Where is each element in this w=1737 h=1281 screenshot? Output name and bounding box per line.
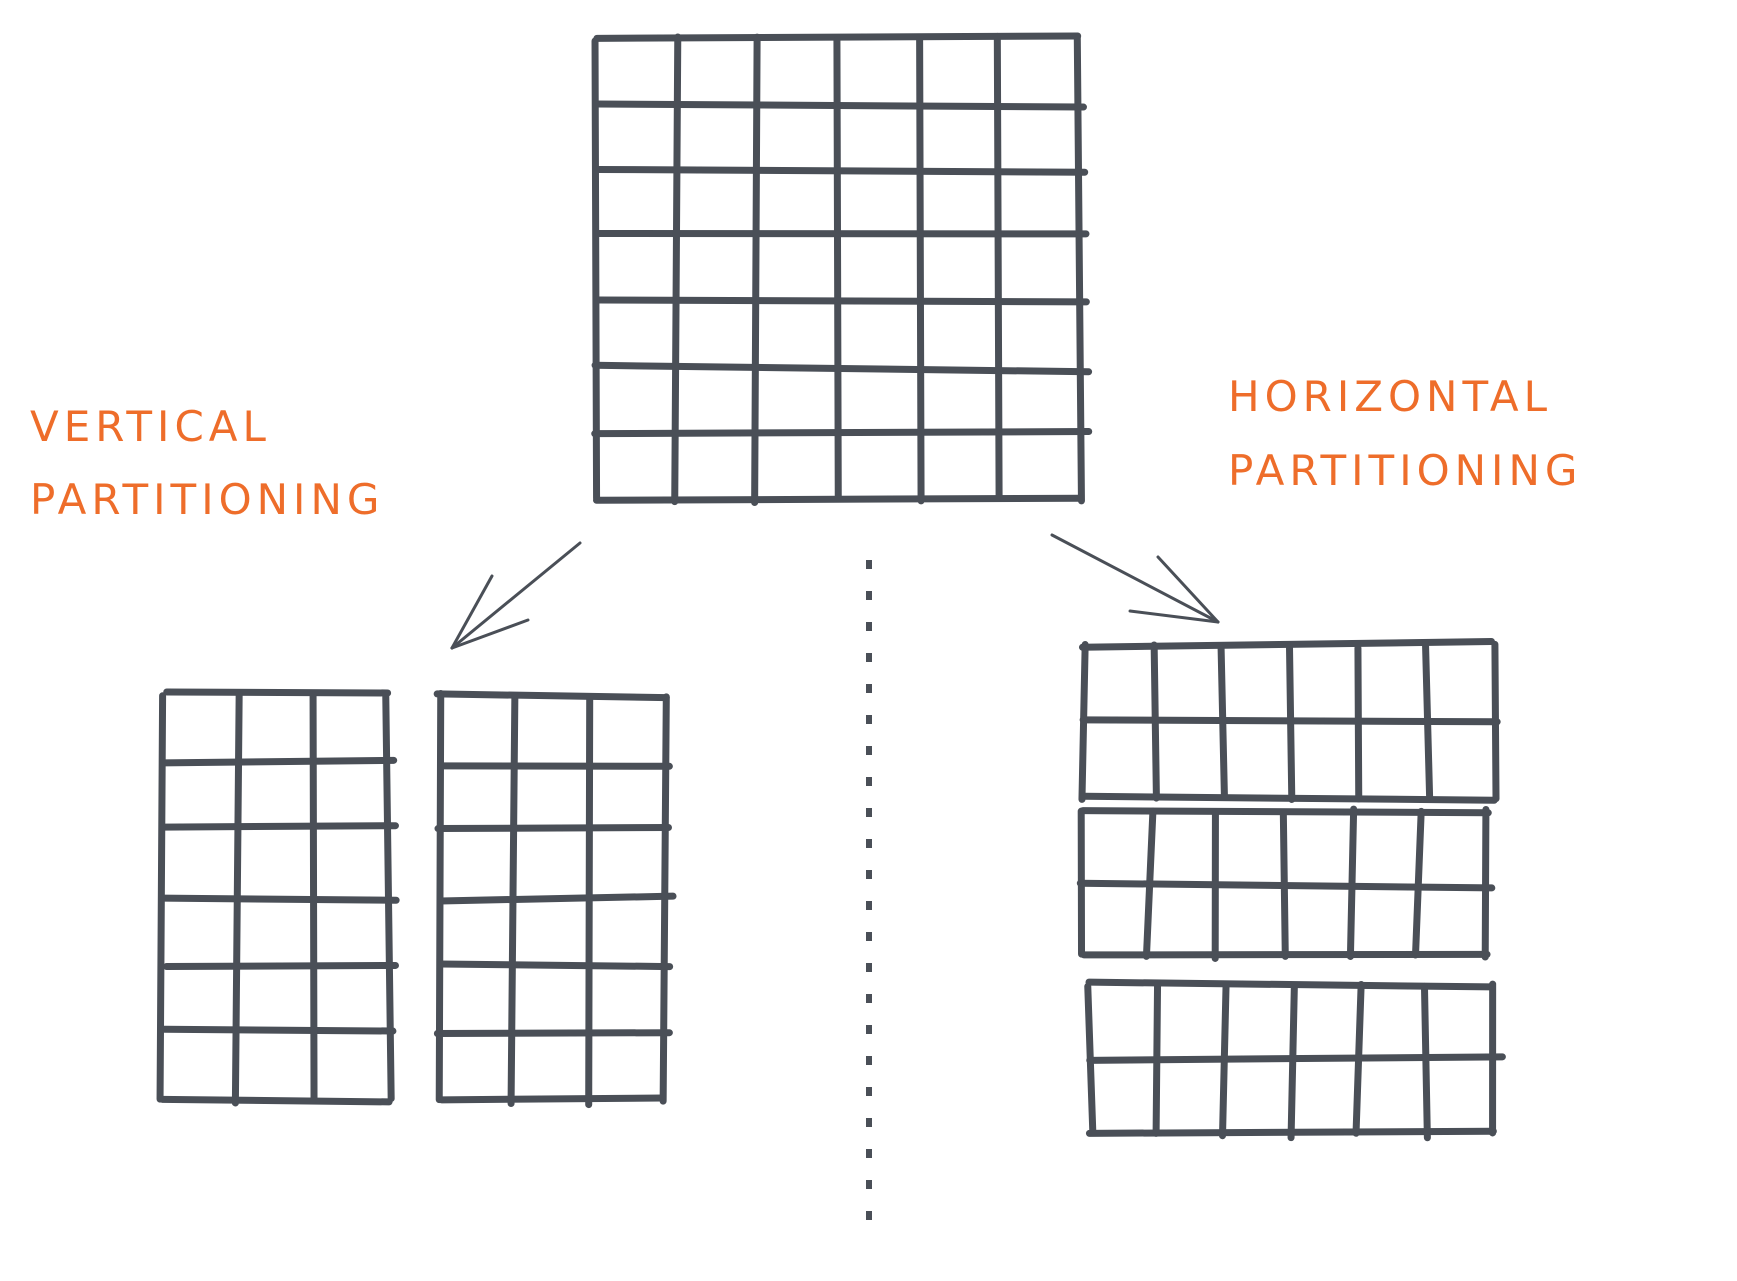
column-line — [1412, 807, 1425, 959]
divider-dot — [866, 560, 872, 569]
table-border-line — [591, 37, 601, 502]
column-line — [585, 693, 594, 1109]
column-line — [231, 689, 243, 1107]
row-line — [594, 296, 1090, 306]
divider-dot — [866, 746, 872, 755]
row-line — [434, 824, 672, 833]
column-line — [1285, 642, 1296, 803]
arrow-to-horizontal — [1050, 533, 1220, 624]
divider-dot — [866, 591, 872, 600]
divider-dot — [866, 622, 872, 631]
table-border-line — [438, 1094, 667, 1104]
row-line — [159, 822, 399, 831]
table-border-line — [433, 690, 670, 702]
divider-dot — [866, 901, 872, 910]
column-line — [1287, 984, 1298, 1142]
divider-dot — [866, 1087, 872, 1096]
table-border-line — [659, 693, 670, 1105]
divider-dot — [866, 839, 872, 848]
divider-dot — [866, 808, 872, 817]
divider-dot — [866, 715, 872, 724]
column-line — [1352, 980, 1365, 1137]
divider-dot — [866, 777, 872, 786]
table-border-line — [158, 1095, 393, 1106]
column-line — [1346, 805, 1358, 961]
table-border-line — [435, 690, 445, 1104]
table-border-line — [1085, 978, 1495, 991]
divider-dot — [866, 994, 872, 1003]
divider-dot — [866, 1180, 872, 1189]
column-line — [993, 32, 1003, 502]
horizontal-label-line-2: PARTITIONING — [1228, 446, 1582, 495]
column-line — [309, 691, 318, 1104]
table-border-line — [163, 688, 392, 697]
column-line — [916, 33, 925, 505]
horizontal-partition-2 — [1076, 805, 1496, 962]
divider-dot — [866, 653, 872, 662]
horizontal-label-line-1: HORIZONTAL — [1228, 372, 1552, 421]
row-line — [433, 1029, 673, 1037]
row-line — [160, 756, 398, 767]
dotted-divider — [866, 560, 872, 1220]
row-line — [163, 961, 399, 970]
divider-dot — [866, 1149, 872, 1158]
divider-dot — [866, 932, 872, 941]
divider-dot — [866, 1025, 872, 1034]
row-line — [591, 361, 1093, 376]
row-line — [436, 892, 677, 905]
divider-dot — [866, 1211, 872, 1220]
column-line — [507, 691, 519, 1108]
column-line — [1142, 807, 1157, 960]
column-line — [1420, 982, 1431, 1142]
column-line — [1279, 809, 1289, 960]
column-line — [1217, 644, 1228, 800]
table-border-line — [1073, 33, 1085, 505]
column-line — [1421, 638, 1434, 801]
divider-dot — [866, 684, 872, 693]
divider-dot — [866, 963, 872, 972]
column-line — [671, 33, 682, 506]
horizontal-partition-1 — [1078, 638, 1501, 804]
row-line — [436, 960, 674, 971]
table-border-line — [1078, 641, 1089, 803]
vertical-partition-1 — [156, 688, 400, 1107]
source-table — [591, 32, 1093, 507]
vertical-partitioning-label: VERTICAL PARTITIONING — [30, 402, 384, 524]
row-line — [591, 428, 1093, 438]
divider-dot — [866, 1118, 872, 1127]
table-border-line — [1491, 640, 1500, 803]
column-line — [833, 36, 842, 502]
table-border-line — [382, 691, 395, 1103]
divider-dot — [866, 870, 872, 879]
arrow-to-vertical — [450, 541, 582, 650]
column-line — [1150, 641, 1160, 802]
row-line — [160, 1025, 397, 1035]
horizontal-partitioning-label: HORIZONTAL PARTITIONING — [1228, 372, 1582, 495]
horizontal-partition-3 — [1084, 978, 1506, 1142]
vertical-label-line-2: PARTITIONING — [30, 475, 384, 524]
column-line — [1354, 644, 1363, 803]
table-border-line — [1481, 806, 1490, 961]
column-line — [751, 33, 761, 507]
table-border-line — [156, 692, 167, 1103]
row-line — [159, 894, 400, 904]
column-line — [1152, 980, 1162, 1137]
column-line — [1219, 981, 1230, 1140]
row-line — [594, 165, 1089, 176]
vertical-label-line-1: VERTICAL — [30, 402, 271, 451]
vertical-partition-2 — [433, 690, 677, 1109]
table-border-line — [1084, 982, 1097, 1136]
divider-dot — [866, 1056, 872, 1065]
